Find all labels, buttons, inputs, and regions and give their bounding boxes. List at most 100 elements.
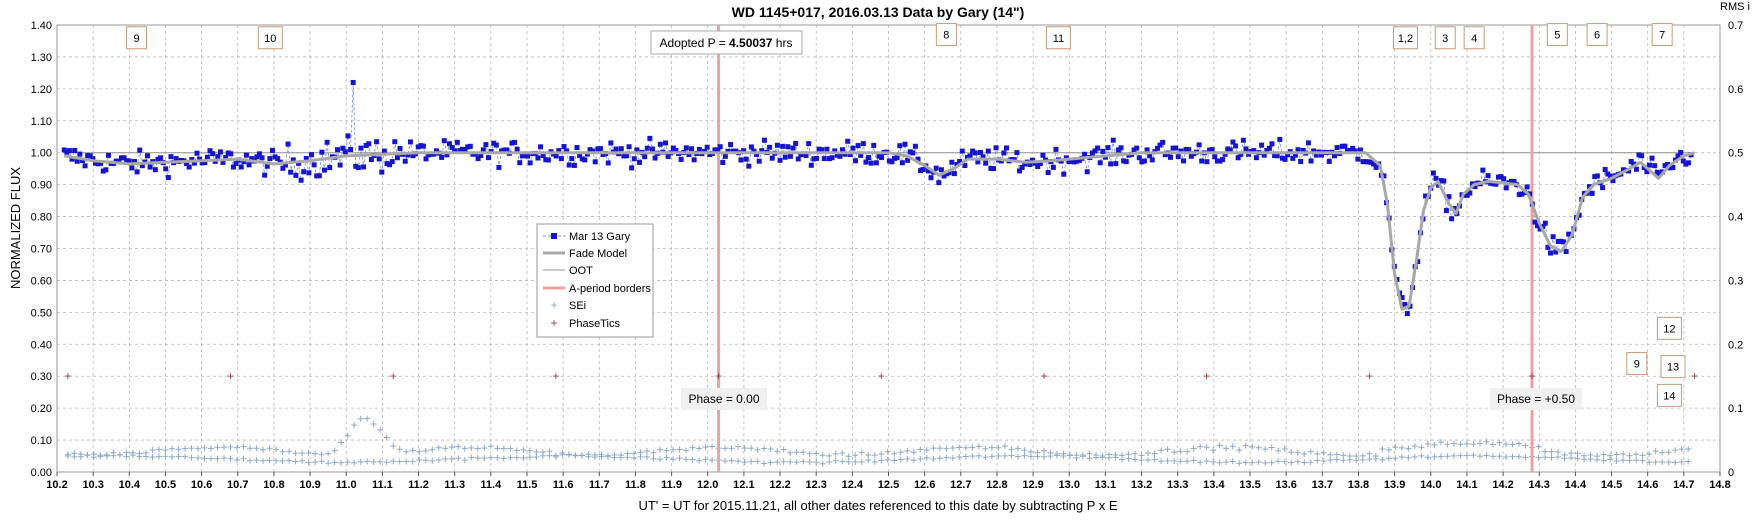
sei-marker xyxy=(865,452,872,459)
data-point xyxy=(1587,184,1593,190)
sei-marker xyxy=(1242,442,1249,449)
data-point xyxy=(1540,224,1546,230)
data-point xyxy=(946,170,952,176)
data-point xyxy=(384,161,390,167)
sei-marker xyxy=(234,444,241,451)
sei-marker xyxy=(1659,449,1666,456)
annotation-box: 8 xyxy=(935,23,957,47)
data-point xyxy=(845,138,851,144)
sei-marker xyxy=(1021,447,1028,454)
data-point xyxy=(990,166,996,172)
annotation-box: 7 xyxy=(1651,23,1673,47)
data-point xyxy=(665,153,671,159)
data-point xyxy=(1365,159,1371,165)
x-tick-label: 11.8 xyxy=(625,479,646,491)
data-point xyxy=(353,163,359,169)
sei-marker xyxy=(331,447,338,454)
data-point xyxy=(1105,145,1111,151)
sei-marker xyxy=(891,450,898,457)
data-point xyxy=(1269,141,1275,147)
sei-marker xyxy=(201,455,208,462)
sei-marker xyxy=(1457,441,1464,448)
sei-marker xyxy=(1470,441,1477,448)
data-point xyxy=(738,157,744,163)
sei-marker xyxy=(1275,458,1282,465)
data-point xyxy=(712,147,718,153)
data-point xyxy=(1300,147,1306,153)
data-point xyxy=(1066,159,1072,165)
data-point xyxy=(118,155,124,161)
sei-marker xyxy=(962,453,969,460)
sei-marker xyxy=(839,458,846,465)
data-point xyxy=(199,160,205,166)
sei-marker xyxy=(670,446,677,453)
data-point xyxy=(993,145,999,151)
data-point xyxy=(197,156,203,162)
sei-marker xyxy=(1509,441,1516,448)
data-point xyxy=(1646,162,1652,168)
sei-marker xyxy=(780,458,787,465)
sei-marker xyxy=(832,450,839,457)
data-point xyxy=(134,169,140,175)
annotation-label: 12 xyxy=(1663,323,1675,335)
data-point xyxy=(1035,164,1041,170)
sei-marker xyxy=(533,453,540,460)
data-point xyxy=(663,140,669,146)
data-point xyxy=(689,146,695,152)
annotation-box: 4 xyxy=(1463,26,1485,50)
data-point xyxy=(225,150,231,156)
legend-item-a-period-borders: A-period borders xyxy=(543,283,651,295)
sei-marker xyxy=(188,445,195,452)
x-tick-label: 12.3 xyxy=(805,479,826,491)
data-point xyxy=(912,143,918,149)
data-point xyxy=(957,158,963,164)
data-point xyxy=(1545,244,1551,250)
data-point xyxy=(811,156,817,162)
data-point xyxy=(316,173,322,179)
sei-marker xyxy=(266,445,273,452)
annotation-box: 10 xyxy=(257,26,283,50)
sei-marker xyxy=(1262,459,1269,466)
data-point xyxy=(631,156,637,162)
data-point xyxy=(730,148,736,154)
data-point xyxy=(574,145,580,151)
sei-marker xyxy=(988,453,995,460)
data-point xyxy=(798,152,804,158)
data-connecting-line xyxy=(63,82,1692,315)
data-point xyxy=(1685,160,1691,166)
x-tick-label: 13.2 xyxy=(1131,479,1152,491)
sei-marker xyxy=(780,446,787,453)
data-point xyxy=(459,146,465,152)
sei-marker xyxy=(1665,459,1672,466)
data-point xyxy=(1464,192,1470,198)
data-point xyxy=(1423,193,1429,199)
data-point xyxy=(892,155,898,161)
sei-marker xyxy=(982,454,989,461)
data-point xyxy=(1542,220,1548,226)
data-point xyxy=(780,143,786,149)
data-point xyxy=(363,143,369,149)
data-point xyxy=(769,155,775,161)
data-point xyxy=(962,162,968,168)
data-point xyxy=(944,171,950,177)
sei-marker xyxy=(689,456,696,463)
data-point xyxy=(410,153,416,159)
sei-marker xyxy=(338,459,345,466)
data-point xyxy=(368,157,374,163)
sei-marker xyxy=(702,443,709,450)
data-point xyxy=(1350,145,1356,151)
y-tick-label: 0.40 xyxy=(31,339,52,351)
data-point xyxy=(905,157,911,163)
sei-marker xyxy=(253,445,260,452)
sei-marker xyxy=(1483,452,1490,459)
data-point xyxy=(1555,238,1561,244)
sei-marker xyxy=(1307,459,1314,466)
sei-marker xyxy=(611,454,618,461)
sei-marker xyxy=(956,444,963,451)
sei-marker xyxy=(728,445,735,452)
data-point xyxy=(1004,145,1010,151)
sei-marker xyxy=(617,454,624,461)
sei-marker xyxy=(1079,453,1086,460)
sei-marker xyxy=(260,457,267,464)
data-point xyxy=(397,145,403,151)
